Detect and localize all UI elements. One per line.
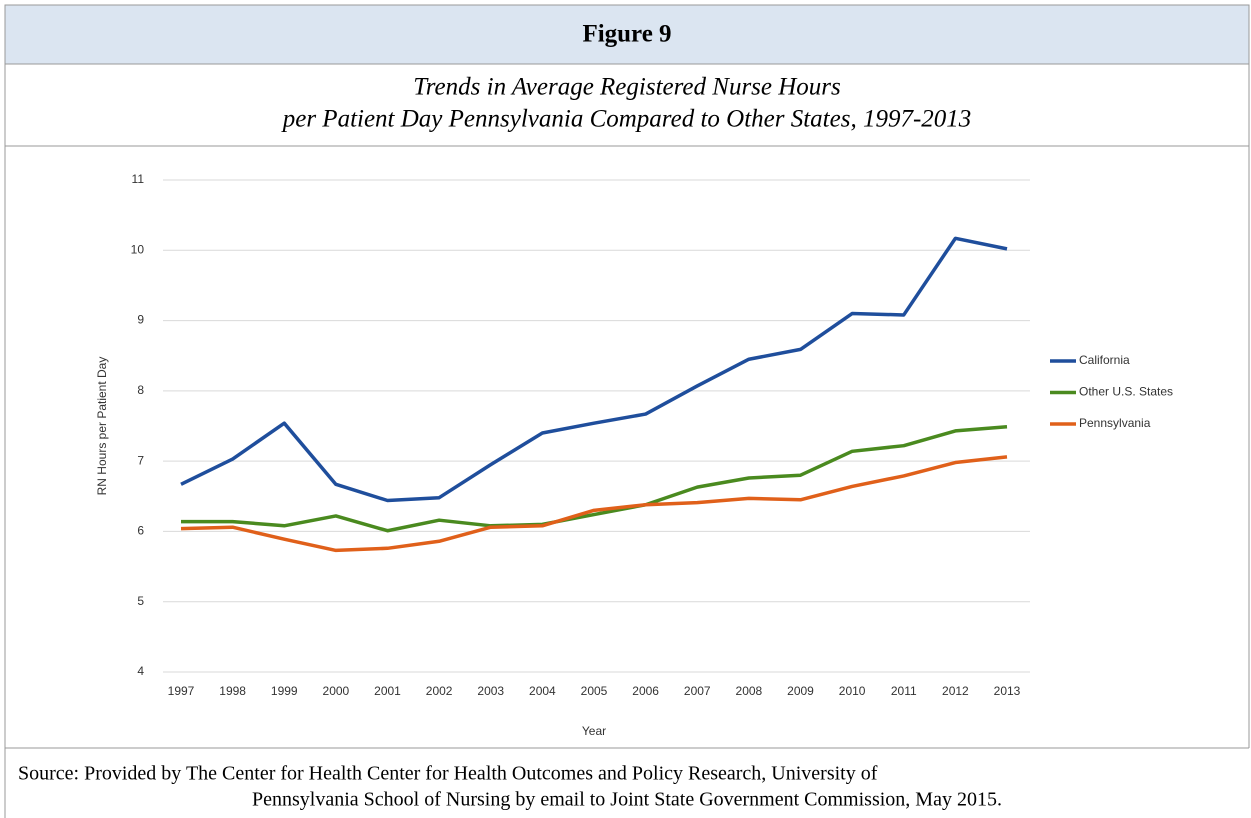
x-tick-label: 2008 <box>736 684 763 698</box>
series-line <box>180 236 1008 503</box>
x-tick-label: 2009 <box>787 684 814 698</box>
x-tick-label: 2006 <box>632 684 659 698</box>
series-line <box>181 424 1008 533</box>
x-tick-label: 1999 <box>271 684 298 698</box>
source: Pennsylvania School of Nursing by email … <box>252 789 1002 811</box>
y-tick-label: 11 <box>132 172 145 186</box>
x-tick-label: 2003 <box>477 684 504 698</box>
y-tick-label: 4 <box>137 664 144 678</box>
y-tick-label: 10 <box>131 242 145 256</box>
y-tick-label: 5 <box>137 594 144 608</box>
x-tick-label: 2002 <box>426 684 453 698</box>
x-tick-label: 2012 <box>942 684 969 698</box>
y-tick-label: 6 <box>137 524 144 538</box>
caption: per Patient Day Pennsylvania Compared to… <box>281 106 972 133</box>
y-tick-label: 8 <box>137 383 144 397</box>
x-tick-label: 2010 <box>839 684 866 698</box>
x-tick-label: 1998 <box>219 684 246 698</box>
x-tick-label: 2007 <box>684 684 711 698</box>
header-band <box>4 4 1250 65</box>
x-tick-label: 2013 <box>994 684 1021 698</box>
x-tick-label: 2001 <box>374 684 401 698</box>
x-tick-label: 2005 <box>581 684 608 698</box>
figure-label: Figure 9 <box>582 21 671 48</box>
series-line <box>180 455 1008 553</box>
legend-label: Other U.S. States <box>1079 385 1173 399</box>
legend-label: Pennsylvania <box>1079 416 1151 430</box>
x-tick-label: 2000 <box>323 684 350 698</box>
legend-label: California <box>1079 353 1130 367</box>
source: Source: Provided by The Center for Healt… <box>18 763 878 785</box>
x-tick-label: 1997 <box>168 684 195 698</box>
y-axis-label: RN Hours per Patient Day <box>95 357 109 496</box>
y-tick-label: 7 <box>137 453 144 467</box>
x-tick-label: 2004 <box>529 684 556 698</box>
x-tick-label: 2011 <box>891 684 917 698</box>
y-tick-label: 9 <box>137 313 144 327</box>
x-axis-label: Year <box>582 724 606 738</box>
caption: Trends in Average Registered Nurse Hours <box>413 74 841 101</box>
